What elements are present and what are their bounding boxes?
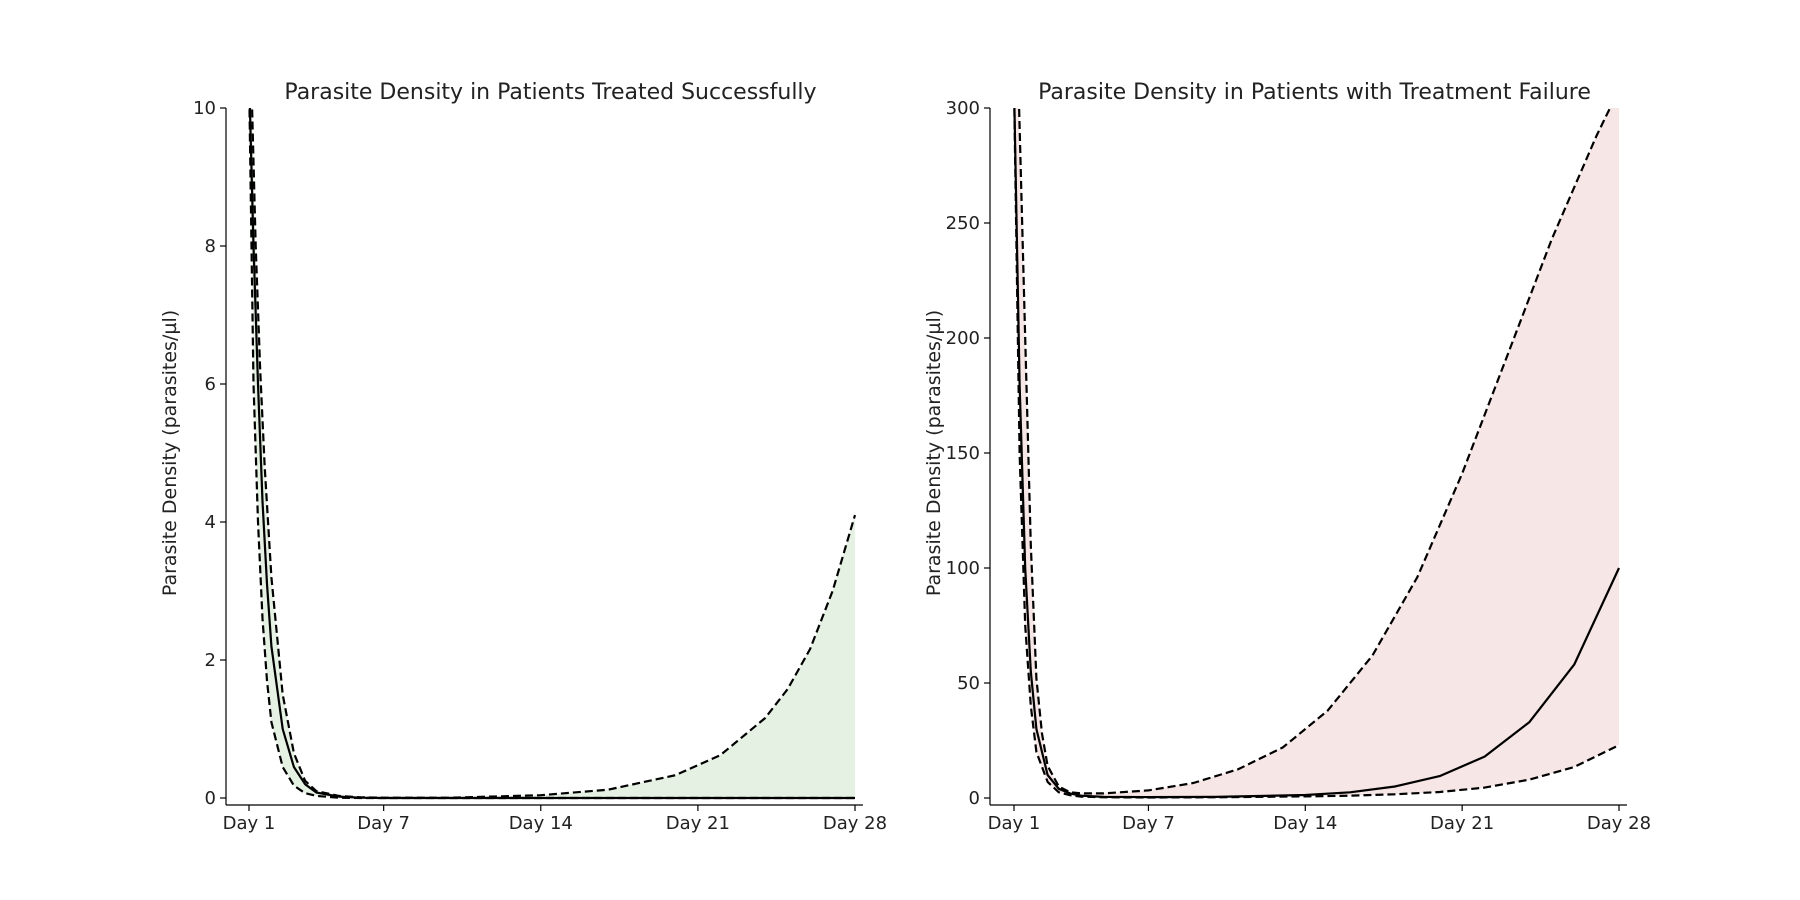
y-tick-label: 0 [205, 788, 216, 809]
x-tick-label: Day 1 [223, 813, 276, 834]
series-line-lower [248, 108, 855, 800]
x-tick-label: Day 14 [1273, 813, 1337, 834]
chart-title: Parasite Density in Patients with Treatm… [1038, 80, 1591, 105]
x-tick-label: Day 1 [988, 813, 1041, 834]
y-axis-label: Parasite Density (parasites/µl) [923, 310, 945, 596]
y-tick-label: 50 [957, 673, 980, 694]
plot-area: 0 2 4 6 8 10 Day 1 Day 7 Day 14 Day 21 Day 28 [193, 98, 887, 834]
x-tick-label: Day 28 [1587, 813, 1651, 834]
y-tick-label: 200 [946, 328, 980, 349]
x-tick-label: Day 7 [357, 813, 410, 834]
y-tick-label: 300 [946, 98, 980, 119]
y-tick-label: 2 [205, 650, 216, 671]
chart-title: Parasite Density in Patients Treated Suc… [284, 80, 816, 105]
confidence-band [249, 108, 855, 798]
x-tick-label: Day 14 [509, 813, 573, 834]
y-tick-label: 8 [205, 236, 216, 257]
x-tick-label: Day 21 [1430, 813, 1494, 834]
x-tick-label: Day 28 [823, 813, 887, 834]
y-tick-label: 150 [946, 443, 980, 464]
confidence-band [1014, 108, 1619, 798]
y-tick-label: 10 [193, 98, 216, 119]
y-tick-label: 250 [946, 213, 980, 234]
y-tick-label: 4 [205, 512, 216, 533]
x-tick-label: Day 21 [666, 813, 730, 834]
chart-successful: Parasite Density in Patients Treated Suc… [159, 80, 887, 834]
series-line-median [248, 108, 855, 800]
y-tick-label: 6 [205, 374, 216, 395]
series-line-upper [1018, 108, 1612, 795]
plot-area: 0 50 100 150 200 250 300 Day 1 Day 7 Day 14 Day 21… [946, 98, 1651, 834]
y-axis-label: Parasite Density (parasites/µl) [159, 310, 181, 596]
chart-failure: Parasite Density in Patients with Treatm… [923, 80, 1651, 834]
y-tick-label: 100 [946, 558, 980, 579]
series-line-upper [250, 108, 857, 799]
series-line-lower [1013, 108, 1620, 799]
x-tick-label: Day 7 [1122, 813, 1175, 834]
y-tick-label: 0 [969, 788, 980, 809]
